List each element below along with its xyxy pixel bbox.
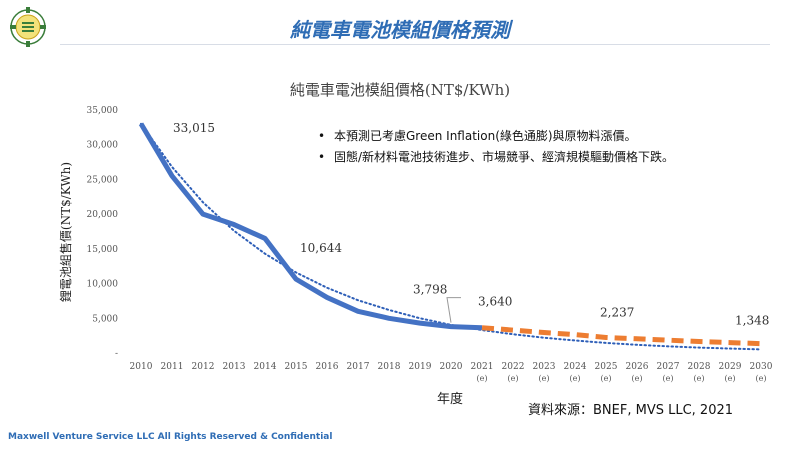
x-tick-label: 2012 bbox=[192, 362, 215, 372]
x-tick-label: 2030 bbox=[750, 362, 773, 372]
x-tick-label: 2026 bbox=[626, 362, 649, 372]
y-tick-label: 15,000 bbox=[87, 245, 119, 255]
y-tick-label: 10,000 bbox=[87, 280, 119, 290]
x-tick-label: 2024 bbox=[564, 362, 587, 372]
notes-list: 本預測已考慮Green Inflation(綠色通膨)與原物料漲價。 固態/新材… bbox=[318, 126, 674, 168]
y-tick-label: 35,000 bbox=[87, 106, 119, 116]
x-tick-label: 2017 bbox=[347, 362, 370, 372]
y-tick-label: 5,000 bbox=[92, 314, 118, 324]
x-tick-label: 2010 bbox=[130, 362, 153, 372]
data-label: 3,640 bbox=[478, 295, 512, 309]
data-label: 10,644 bbox=[300, 241, 342, 255]
x-axis: 2010 2011 2012 2013 2014 2015 2016 2017 2018 2019… bbox=[130, 362, 773, 383]
x-tick-label: 2015 bbox=[285, 362, 308, 372]
x-tick-estimate-mark: (e) bbox=[694, 374, 705, 383]
x-tick-estimate-mark: (e) bbox=[663, 374, 674, 383]
y-tick-label: 20,000 bbox=[87, 210, 119, 220]
source-citation: 資料來源：BNEF, MVS LLC, 2021 bbox=[528, 403, 734, 418]
actual-price-line bbox=[138, 122, 483, 331]
x-tick-estimate-mark: (e) bbox=[601, 374, 612, 383]
slide-title: 純電車電池模組價格預測 bbox=[290, 18, 510, 42]
x-tick-estimate-mark: (e) bbox=[570, 374, 581, 383]
data-label: 2,237 bbox=[600, 305, 634, 319]
data-label-leader bbox=[446, 297, 461, 323]
y-axis-label: 鋰電池組售價(NT$/KWh) bbox=[58, 162, 73, 302]
x-tick-estimate-mark: (e) bbox=[508, 374, 519, 383]
y-tick-label: 25,000 bbox=[87, 175, 119, 185]
x-tick-label: 2023 bbox=[533, 362, 556, 372]
data-labels: 33,015 10,644 3,798 3,640 2,237 1,348 bbox=[173, 121, 769, 328]
trend-line bbox=[140, 122, 762, 351]
x-tick-label: 2016 bbox=[316, 362, 339, 372]
x-tick-estimate-mark: (e) bbox=[539, 374, 550, 383]
y-axis: - 5,000 10,000 15,000 20,000 25,000 30,000 35,0… bbox=[87, 106, 119, 359]
x-tick-estimate-mark: (e) bbox=[725, 374, 736, 383]
x-tick-estimate-mark: (e) bbox=[632, 374, 643, 383]
x-tick-label: 2019 bbox=[409, 362, 432, 372]
x-tick-label: 2029 bbox=[719, 362, 742, 372]
x-tick-label: 2028 bbox=[688, 362, 711, 372]
x-tick-label: 2014 bbox=[254, 362, 277, 372]
series-layer bbox=[138, 122, 762, 351]
y-tick-label: 30,000 bbox=[87, 141, 119, 151]
x-tick-label: 2025 bbox=[595, 362, 618, 372]
y-tick-label: - bbox=[115, 349, 118, 359]
x-tick-estimate-mark: (e) bbox=[477, 374, 488, 383]
x-tick-label: 2011 bbox=[161, 362, 184, 372]
x-tick-label: 2027 bbox=[657, 362, 680, 372]
x-tick-label: 2022 bbox=[502, 362, 525, 372]
chart-title: 純電車電池模組價格(NT$/KWh) bbox=[290, 81, 510, 99]
note-item: 固態/新材料電池技術進步、市場競爭、經濟規模驅動價格下跌。 bbox=[318, 147, 674, 168]
x-tick-label: 2021 bbox=[471, 362, 494, 372]
title-divider bbox=[60, 44, 770, 45]
forecast-price-line bbox=[481, 325, 762, 347]
x-tick-label: 2020 bbox=[440, 362, 463, 372]
data-label: 1,348 bbox=[735, 314, 769, 328]
data-label: 3,798 bbox=[413, 283, 447, 297]
x-axis-label: 年度 bbox=[437, 391, 463, 407]
note-item: 本預測已考慮Green Inflation(綠色通膨)與原物料漲價。 bbox=[318, 126, 674, 147]
footer-copyright: Maxwell Venture Service LLC All Rights R… bbox=[8, 432, 333, 442]
x-tick-label: 2013 bbox=[223, 362, 246, 372]
x-tick-label: 2018 bbox=[378, 362, 401, 372]
company-logo bbox=[10, 7, 46, 47]
data-label: 33,015 bbox=[173, 121, 215, 135]
x-tick-estimate-mark: (e) bbox=[756, 374, 767, 383]
